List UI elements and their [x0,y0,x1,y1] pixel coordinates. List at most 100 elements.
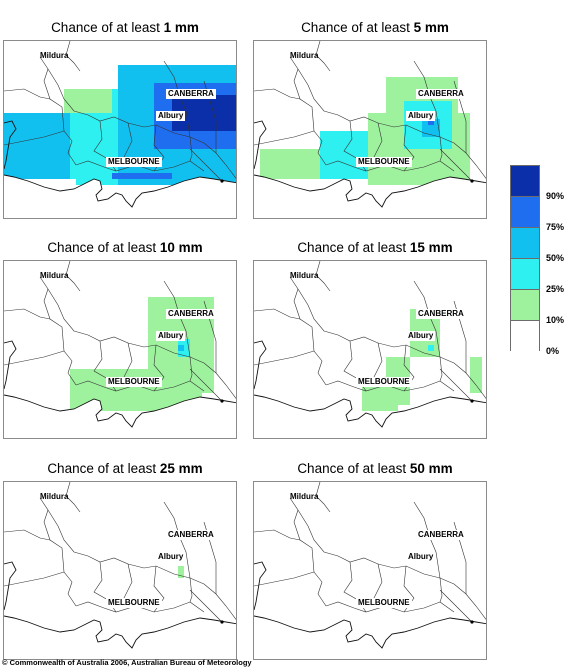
probability-cell [34,119,40,125]
place-label-mildura: Mildura [40,51,69,60]
probability-cell [220,77,226,83]
probability-cell [58,113,64,119]
probability-cell [142,77,148,83]
probability-cell [308,155,314,161]
probability-cell [184,369,190,375]
probability-cell [392,125,398,131]
probability-cell [362,131,368,137]
probability-cell [302,161,308,167]
probability-cell [124,125,130,131]
probability-cell [326,143,332,149]
probability-cell [178,131,184,137]
probability-cell [232,167,236,173]
probability-cell [124,137,130,143]
probability-cell [190,113,196,119]
probability-cell [452,149,458,155]
place-label-melbourne: MELBOURNE [106,598,162,608]
probability-cell [88,101,94,107]
probability-cell [142,83,148,89]
probability-cell [284,167,290,173]
probability-cell [202,119,208,125]
probability-cell [58,137,64,143]
probability-cell [386,393,392,399]
probability-cell [76,89,82,95]
probability-cell [124,405,130,411]
probability-cell [184,381,190,387]
probability-cell [184,155,190,161]
probability-cell [464,137,470,143]
probability-cell [374,131,380,137]
probability-cell [166,357,172,363]
probability-cell [106,95,112,101]
probability-cell [326,137,332,143]
probability-cell [124,173,130,179]
probability-cell [386,387,392,393]
probability-cell [398,149,404,155]
probability-cell [118,77,124,83]
probability-cell [46,143,52,149]
probability-cell [160,321,166,327]
probability-cell [470,375,476,381]
probability-cell [88,131,94,137]
probability-cell [184,173,190,179]
probability-cell [166,77,172,83]
probability-cell [434,339,440,345]
probability-cell [220,95,226,101]
probability-cell [58,155,64,161]
probability-cell [46,119,52,125]
legend-swatch-90 [510,165,540,196]
probability-cell [76,149,82,155]
probability-cell [34,167,40,173]
probability-cell [190,125,196,131]
probability-cell [148,405,154,411]
probability-cell [232,125,236,131]
district-border [439,356,455,392]
probability-cell [130,143,136,149]
probability-cell [184,339,190,345]
probability-cell [398,369,404,375]
probability-cell [142,173,148,179]
probability-cell [398,95,404,101]
probability-cell [208,351,214,357]
probability-cell [190,381,196,387]
probability-cell [124,71,130,77]
probability-cell [148,65,154,71]
probability-cell [154,405,160,411]
probability-cell [470,363,476,369]
probability-cell [272,173,278,179]
probability-cell [208,333,214,339]
coastline [254,340,486,428]
probability-cell [28,155,34,161]
probability-cell [392,101,398,107]
probability-cell [118,173,124,179]
probability-cell [172,179,178,185]
probability-cell [202,143,208,149]
probability-cell [124,369,130,375]
probability-cell [208,107,214,113]
probability-cell [232,119,236,125]
district-border [254,350,315,366]
probability-cell [16,149,22,155]
probability-cell [404,399,410,405]
probability-cell [214,89,220,95]
probability-cell [112,107,118,113]
probability-cell [10,143,16,149]
probability-cell [196,101,202,107]
probability-cell [416,131,422,137]
probability-cell [142,101,148,107]
probability-cell [202,303,208,309]
probability-cell [190,101,196,107]
probability-cell [368,393,374,399]
probability-cell [332,143,338,149]
probability-cell [130,113,136,119]
map-canvas [254,261,486,438]
probability-cell [190,119,196,125]
probability-cell [160,381,166,387]
probability-cell [398,143,404,149]
probability-cell [196,167,202,173]
probability-cell [398,83,404,89]
probability-cell [82,107,88,113]
probability-cell [428,167,434,173]
probability-cell [88,393,94,399]
probability-cell [40,161,46,167]
